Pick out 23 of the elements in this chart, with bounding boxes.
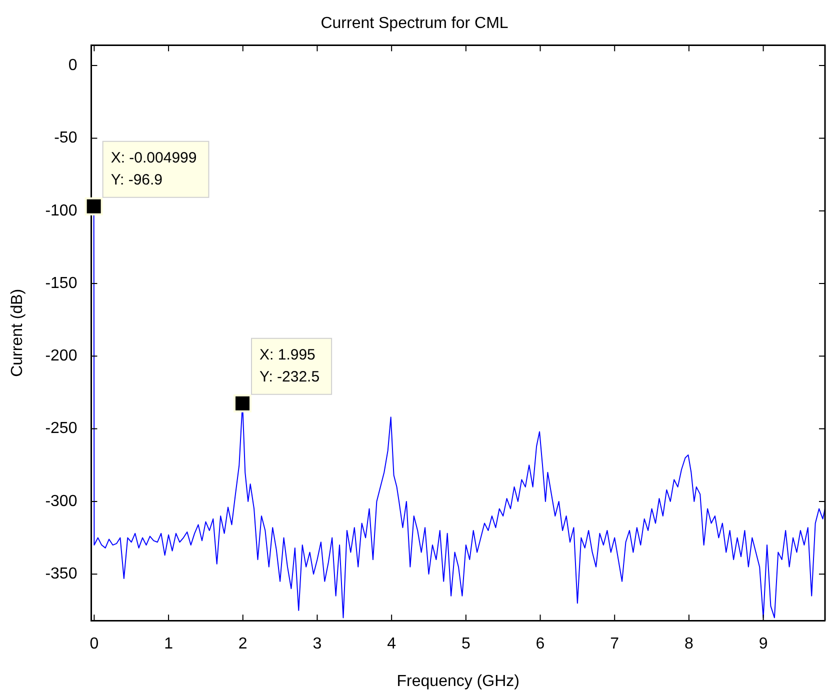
- chart-title: Current Spectrum for CML: [320, 15, 508, 32]
- annotation: X: -0.004999 Y: -96.9: [110, 149, 197, 188]
- x-tick-label: 6: [536, 636, 545, 653]
- x-tick-label: 2: [238, 636, 248, 653]
- x-tick-label: 1: [164, 636, 174, 653]
- y-axis-title: Current (dB): [9, 288, 26, 377]
- y-tick-label: -200: [45, 348, 78, 365]
- x-tick-label: 7: [610, 636, 620, 653]
- x-tick-label: 8: [684, 636, 694, 653]
- x-tick-label: 5: [461, 636, 470, 653]
- x-tick-label: 0: [90, 636, 99, 653]
- y-tick-label: -300: [45, 492, 78, 510]
- y-tick-label: 0: [68, 56, 78, 74]
- y-tick-label: -150: [45, 274, 78, 292]
- x-tick-label: 3: [312, 636, 322, 653]
- x-tick-label: 4: [387, 636, 396, 653]
- x-axis-title: Frequency (GHz): [396, 672, 520, 690]
- y-tick-label: -100: [45, 202, 78, 220]
- y-tick-label: -50: [54, 130, 78, 147]
- x-tick-label: 9: [758, 636, 768, 653]
- annotation: X: 1.995 Y: -232.5: [260, 346, 320, 386]
- y-tick-label: -350: [45, 566, 78, 583]
- y-tick-label: -250: [45, 420, 78, 438]
